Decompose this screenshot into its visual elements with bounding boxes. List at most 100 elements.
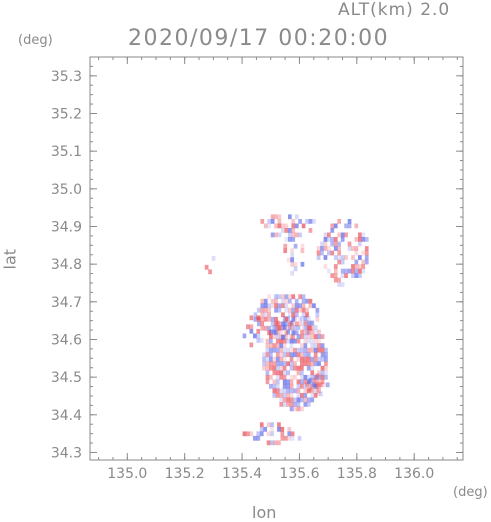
heat-cell (282, 347, 287, 353)
y-tick-label: 35.3 (51, 69, 82, 85)
heat-cell (263, 303, 268, 309)
heat-cell (340, 282, 345, 287)
heat-cell (320, 343, 325, 348)
heat-cell (259, 426, 264, 432)
heat-cell (266, 431, 271, 437)
heat-cell (330, 223, 335, 229)
heat-cell (313, 356, 318, 362)
heat-cell (281, 298, 285, 304)
heat-cell (265, 356, 270, 362)
heat-cell (320, 246, 324, 251)
heat-cell (303, 329, 308, 335)
heat-cell (354, 259, 359, 265)
heat-cell (296, 352, 301, 358)
heat-cell (347, 241, 352, 247)
heat-cell (300, 316, 304, 321)
heat-cell (300, 370, 304, 376)
heat-cell (277, 294, 282, 300)
heat-cell (269, 383, 273, 389)
heat-cell (289, 383, 294, 389)
heat-cell (275, 374, 280, 380)
heat-cell (303, 388, 308, 394)
heat-cell (330, 237, 335, 242)
heat-cell (361, 250, 366, 256)
heat-cell (263, 312, 268, 318)
heat-cell (306, 347, 311, 353)
heat-cell (358, 255, 362, 260)
heat-cell (286, 325, 290, 330)
heat-cell (361, 232, 366, 238)
heat-cell (358, 264, 362, 269)
heat-cell (290, 252, 294, 258)
heat-cell (337, 282, 341, 287)
heat-cell (275, 379, 280, 385)
heat-cell (246, 431, 250, 437)
heat-cell (354, 264, 359, 269)
heat-cell (279, 347, 284, 353)
heat-cell (308, 382, 313, 388)
heat-cell (275, 393, 280, 398)
heat-cell (281, 335, 285, 340)
heat-cell (313, 379, 318, 385)
heat-cell (274, 214, 278, 220)
heat-cell (269, 374, 273, 380)
heat-cell (344, 273, 348, 278)
heat-cell (324, 356, 328, 362)
heat-cell (303, 347, 308, 353)
heat-cell (204, 264, 209, 270)
heat-cell (256, 328, 261, 334)
heat-cell (272, 370, 277, 376)
heat-cell (266, 422, 271, 428)
heat-cell (274, 325, 278, 331)
heat-cell (267, 294, 271, 300)
heat-cell (310, 361, 315, 367)
heat-cell (316, 250, 321, 256)
heat-cell (303, 383, 308, 389)
heat-cell (253, 312, 258, 318)
heat-cell (260, 312, 265, 318)
heat-cell (358, 232, 362, 238)
heat-cell (300, 393, 304, 398)
heat-cell (320, 374, 325, 380)
heat-cell (282, 356, 287, 362)
heat-cell (310, 365, 315, 371)
heat-cell (303, 374, 308, 380)
heat-cell (249, 342, 254, 348)
heat-cell (294, 321, 299, 327)
heat-cell (277, 307, 282, 313)
heat-cell (320, 356, 325, 362)
heat-cell (259, 422, 264, 428)
heat-cell (313, 329, 318, 335)
heat-cell (300, 347, 304, 353)
heat-cell (291, 330, 296, 336)
heat-cell (319, 391, 323, 397)
heat-cell (300, 329, 304, 335)
heat-cell (296, 365, 301, 371)
heat-cell (316, 246, 321, 251)
heat-cell (325, 382, 330, 388)
heat-cell (289, 334, 294, 339)
heat-cell (330, 241, 335, 247)
heat-cell (361, 237, 366, 242)
x-tick-label: 135.2 (165, 466, 205, 482)
heat-cell (298, 294, 302, 300)
heat-cell (265, 379, 270, 385)
heat-cell (320, 241, 324, 247)
heat-cell (351, 246, 355, 251)
heat-cell (281, 294, 285, 300)
heat-cell (347, 219, 352, 224)
heat-cell (310, 370, 315, 376)
heat-cell (306, 338, 311, 344)
heat-cell (277, 440, 281, 446)
heat-cell (327, 246, 331, 251)
heat-cell (303, 379, 308, 385)
heat-cell (361, 268, 366, 274)
heat-cell (313, 343, 318, 348)
heat-cell (286, 402, 290, 407)
heat-cell (289, 361, 294, 367)
heat-cell (310, 329, 315, 335)
heat-cell (289, 347, 294, 353)
heat-cell (301, 223, 306, 229)
heat-cell (257, 307, 261, 313)
heat-cell (313, 334, 318, 339)
